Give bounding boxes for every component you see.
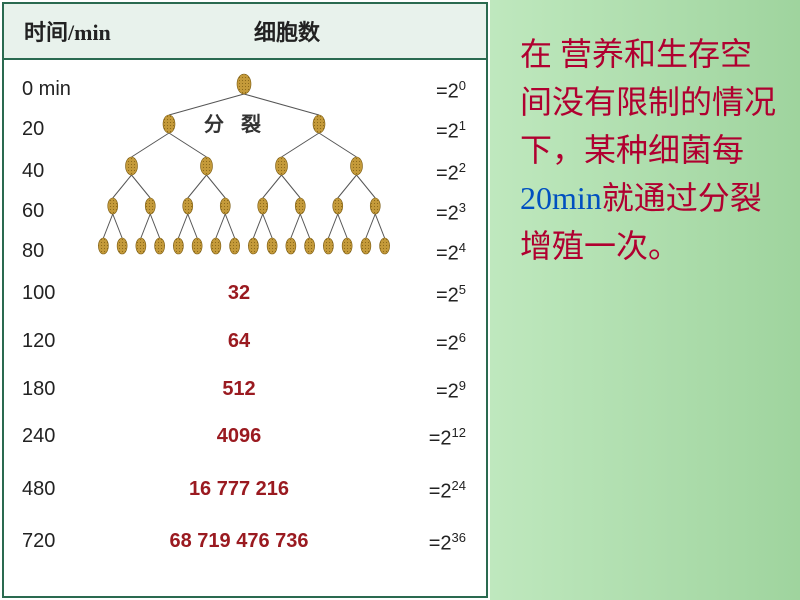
power-result: =24 — [436, 240, 466, 266]
power-result: =26 — [436, 330, 466, 356]
cell-count-value: 64 — [94, 330, 384, 353]
cell-count-value: 16 777 216 — [94, 478, 384, 501]
cell-node — [258, 198, 268, 214]
explanation-panel: 在 营养和生存空间没有限制的情况下，某种细菌每20min就通过分裂增殖一次。 — [490, 0, 800, 600]
power-result: =224 — [429, 478, 466, 504]
time-label: 480 — [22, 478, 55, 501]
cell-node — [155, 238, 165, 254]
cell-node — [323, 238, 333, 254]
cell-node — [276, 157, 288, 175]
time-label: 180 — [22, 378, 55, 401]
table-header: 时间/min 细胞数 — [4, 4, 486, 60]
cell-count-value: 4096 — [94, 425, 384, 448]
cell-node — [108, 198, 118, 214]
power-result: =21 — [436, 118, 466, 144]
cell-node — [163, 115, 175, 133]
cell-node — [295, 198, 305, 214]
cell-node — [237, 74, 251, 94]
time-label: 240 — [22, 425, 55, 448]
cell-count-value: 32 — [94, 282, 384, 305]
time-label: 720 — [22, 530, 55, 553]
time-label: 0 min — [22, 78, 71, 101]
table-body: 分 裂 0 min=2020=2140=2260=2380=24100=2532… — [4, 60, 486, 598]
power-result: =25 — [436, 282, 466, 308]
power-result: =29 — [436, 378, 466, 404]
cell-count-value: 68 719 476 736 — [94, 530, 384, 553]
cell-count-value: 512 — [94, 378, 384, 401]
table-panel: 时间/min 细胞数 分 裂 0 min=2020=2140=2260=2380… — [0, 0, 490, 600]
cell-node — [136, 238, 146, 254]
cell-node — [248, 238, 258, 254]
time-label: 120 — [22, 330, 55, 353]
cell-node — [145, 198, 155, 214]
cell-node — [267, 238, 277, 254]
cell-node — [380, 238, 390, 254]
cell-node — [173, 238, 183, 254]
cell-node — [117, 238, 127, 254]
time-label: 80 — [22, 240, 44, 263]
cell-node — [192, 238, 202, 254]
cell-node — [230, 238, 240, 254]
power-result: =22 — [436, 160, 466, 186]
highlight-text: 20min — [520, 180, 602, 216]
time-label: 100 — [22, 282, 55, 305]
explanation-text: 在 营养和生存空间没有限制的情况下，某种细菌每 — [520, 36, 776, 168]
cell-node — [211, 238, 221, 254]
cell-node — [183, 198, 193, 214]
cell-node — [361, 238, 371, 254]
cell-node — [313, 115, 325, 133]
cell-node — [98, 238, 108, 254]
header-count: 细胞数 — [204, 15, 320, 47]
power-result: =236 — [429, 530, 466, 556]
table-frame: 时间/min 细胞数 分 裂 0 min=2020=2140=2260=2380… — [2, 2, 488, 598]
time-label: 40 — [22, 160, 44, 183]
cell-node — [342, 238, 352, 254]
cell-node — [201, 157, 213, 175]
cell-node — [220, 198, 230, 214]
division-tree — [94, 70, 394, 260]
time-label: 60 — [22, 200, 44, 223]
cell-node — [333, 198, 343, 214]
power-result: =212 — [429, 425, 466, 451]
power-result: =23 — [436, 200, 466, 226]
power-result: =20 — [436, 78, 466, 104]
cell-node — [351, 157, 363, 175]
header-time: 时间/min — [4, 15, 204, 47]
cell-node — [370, 198, 380, 214]
cell-node — [286, 238, 296, 254]
cell-node — [126, 157, 138, 175]
cell-node — [305, 238, 315, 254]
time-label: 20 — [22, 118, 44, 141]
